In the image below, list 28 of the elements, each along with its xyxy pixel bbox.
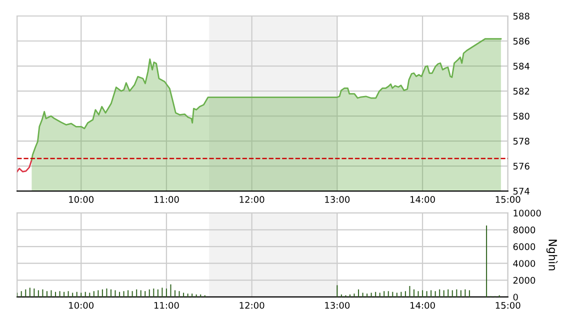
y-tick-label: 584 xyxy=(513,62,530,70)
y-tick-label: 588 xyxy=(513,12,530,20)
x-tick-label: 10:00 xyxy=(69,302,94,309)
y-tick-label: 4000 xyxy=(513,260,536,267)
x-tick-label: 10:00 xyxy=(69,196,94,203)
x-tick-label: 14:00 xyxy=(410,302,435,309)
y-tick-label: 0 xyxy=(513,294,518,301)
y-tick-label: 580 xyxy=(513,112,530,120)
y-axis-title: Nghìn xyxy=(546,240,558,270)
y-tick-label: 576 xyxy=(513,162,530,170)
x-tick-label: 13:00 xyxy=(325,196,350,203)
line-series xyxy=(17,159,32,172)
x-tick-label: 12:00 xyxy=(240,302,264,309)
x-tick-label: 13:00 xyxy=(325,302,350,309)
y-tick-label: 582 xyxy=(513,88,530,95)
y-tick-label: 574 xyxy=(513,188,530,195)
x-tick-label: 15:00 xyxy=(496,196,520,203)
x-tick-label: 11:00 xyxy=(154,196,179,203)
y-tick-label: 586 xyxy=(513,38,530,45)
y-tick-label: 6000 xyxy=(513,243,536,250)
x-tick-label: 11:00 xyxy=(154,302,179,309)
y-tick-label: 2000 xyxy=(513,276,536,284)
x-tick-label: 12:00 xyxy=(240,196,264,203)
y-tick-label: 10000 xyxy=(514,210,541,217)
x-tick-label: 15:00 xyxy=(496,302,520,309)
x-tick-label: 14:00 xyxy=(410,196,435,203)
y-tick-label: 8000 xyxy=(513,226,536,234)
y-tick-label: 578 xyxy=(513,138,530,145)
